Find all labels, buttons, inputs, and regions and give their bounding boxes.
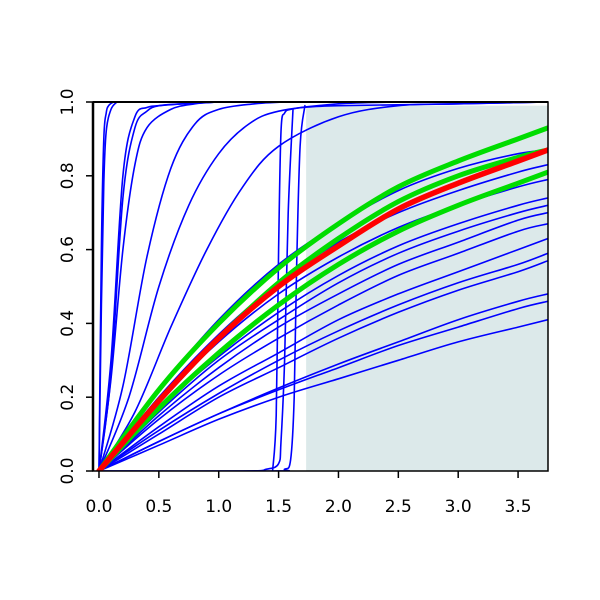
y-tick-label-4: 0.8 [58, 162, 78, 189]
curve-series-line-10 [98, 104, 306, 471]
y-tick-label-2: 0.4 [58, 310, 78, 337]
y-tick-label-5: 1.0 [58, 88, 78, 115]
x-tick-label-7: 3.5 [505, 497, 532, 517]
y-tick-label-0: 0.0 [58, 457, 78, 484]
x-tick-label-1: 0.5 [145, 497, 172, 517]
curve-series-line-1 [98, 102, 118, 471]
x-tick-label-2: 1.0 [205, 497, 232, 517]
x-tick-label-6: 3.0 [445, 497, 472, 517]
series-layer [96, 102, 548, 471]
curve-series-line-8 [271, 102, 548, 471]
y-tick-label-1: 0.2 [58, 384, 78, 411]
highlight-series-line-27 [96, 147, 548, 471]
curve-series-line-9 [98, 108, 294, 471]
axes-layer: 0.0 0.5 1.0 1.5 2.0 2.5 3.0 3.5 0.0 0.2 0.4 0.6 0.8 1… [58, 88, 549, 517]
curve-series-line-20 [98, 259, 548, 471]
curve-series-line-17 [98, 223, 548, 471]
curve-series-line-18 [98, 237, 548, 471]
bound-series-line-25 [96, 125, 548, 471]
x-tick-label-4: 2.0 [325, 497, 352, 517]
bound-series-line-26 [96, 169, 548, 471]
x-tick-label-5: 2.5 [385, 497, 412, 517]
x-tick-label-3: 1.5 [265, 497, 292, 517]
x-tick-label-0: 0.0 [85, 497, 112, 517]
y-tick-label-3: 0.6 [58, 236, 78, 263]
curve-series-line-23 [98, 318, 548, 471]
curve-series-line-22 [98, 293, 548, 471]
curve-series-line-16 [98, 211, 548, 471]
curve-series-line-15 [98, 204, 548, 471]
curve-series-line-19 [98, 252, 548, 471]
curve-series-line-4 [98, 102, 220, 471]
